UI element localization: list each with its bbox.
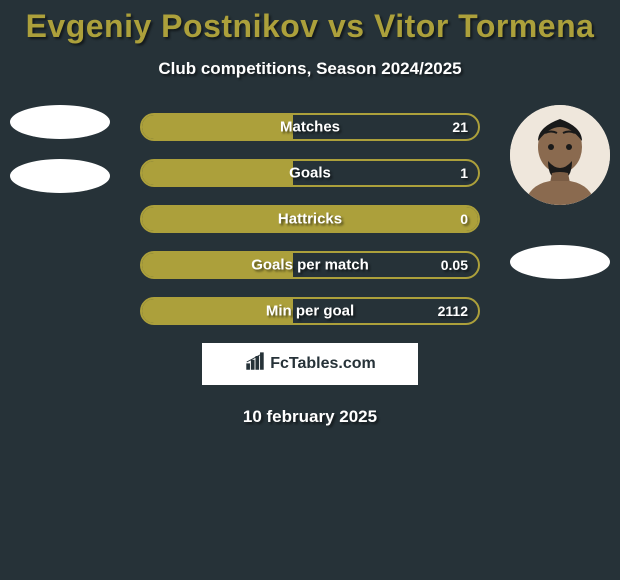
stat-row: Hattricks 0 <box>140 205 480 233</box>
right-player-column <box>510 105 610 279</box>
date-label: 10 february 2025 <box>0 407 620 427</box>
left-player-avatar-placeholder <box>10 105 110 139</box>
left-player-column <box>10 105 110 193</box>
subtitle: Club competitions, Season 2024/2025 <box>158 59 461 79</box>
stat-right-value: 21 <box>452 119 468 135</box>
right-player-flag-placeholder <box>510 245 610 279</box>
stat-row: Goals per match 0.05 <box>140 251 480 279</box>
page-title: Evgeniy Postnikov vs Vitor Tormena <box>26 8 595 45</box>
stat-label: Hattricks <box>278 211 342 228</box>
brand-text: FcTables.com <box>270 355 376 373</box>
stat-bar-left-fill <box>142 115 293 139</box>
stat-row: Min per goal 2112 <box>140 297 480 325</box>
chart-icon <box>244 351 266 378</box>
stat-right-value: 2112 <box>438 303 468 319</box>
stat-label: Matches <box>280 119 340 136</box>
left-player-flag-placeholder <box>10 159 110 193</box>
brand-badge[interactable]: FcTables.com <box>202 343 418 385</box>
stat-right-value: 0 <box>460 211 468 227</box>
stat-bar-left-fill <box>142 161 293 185</box>
stats-area: Matches 21 Goals 1 Hattricks 0 Goals per match… <box>0 113 620 427</box>
stat-label: Goals per match <box>251 257 369 274</box>
stat-right-value: 0.05 <box>441 257 468 273</box>
stat-label: Min per goal <box>266 303 354 320</box>
comparison-card: Evgeniy Postnikov vs Vitor Tormena Club … <box>0 0 620 580</box>
stat-right-value: 1 <box>460 165 468 181</box>
right-player-avatar <box>510 105 610 205</box>
stat-label: Goals <box>289 165 331 182</box>
stat-row: Matches 21 <box>140 113 480 141</box>
stat-row: Goals 1 <box>140 159 480 187</box>
